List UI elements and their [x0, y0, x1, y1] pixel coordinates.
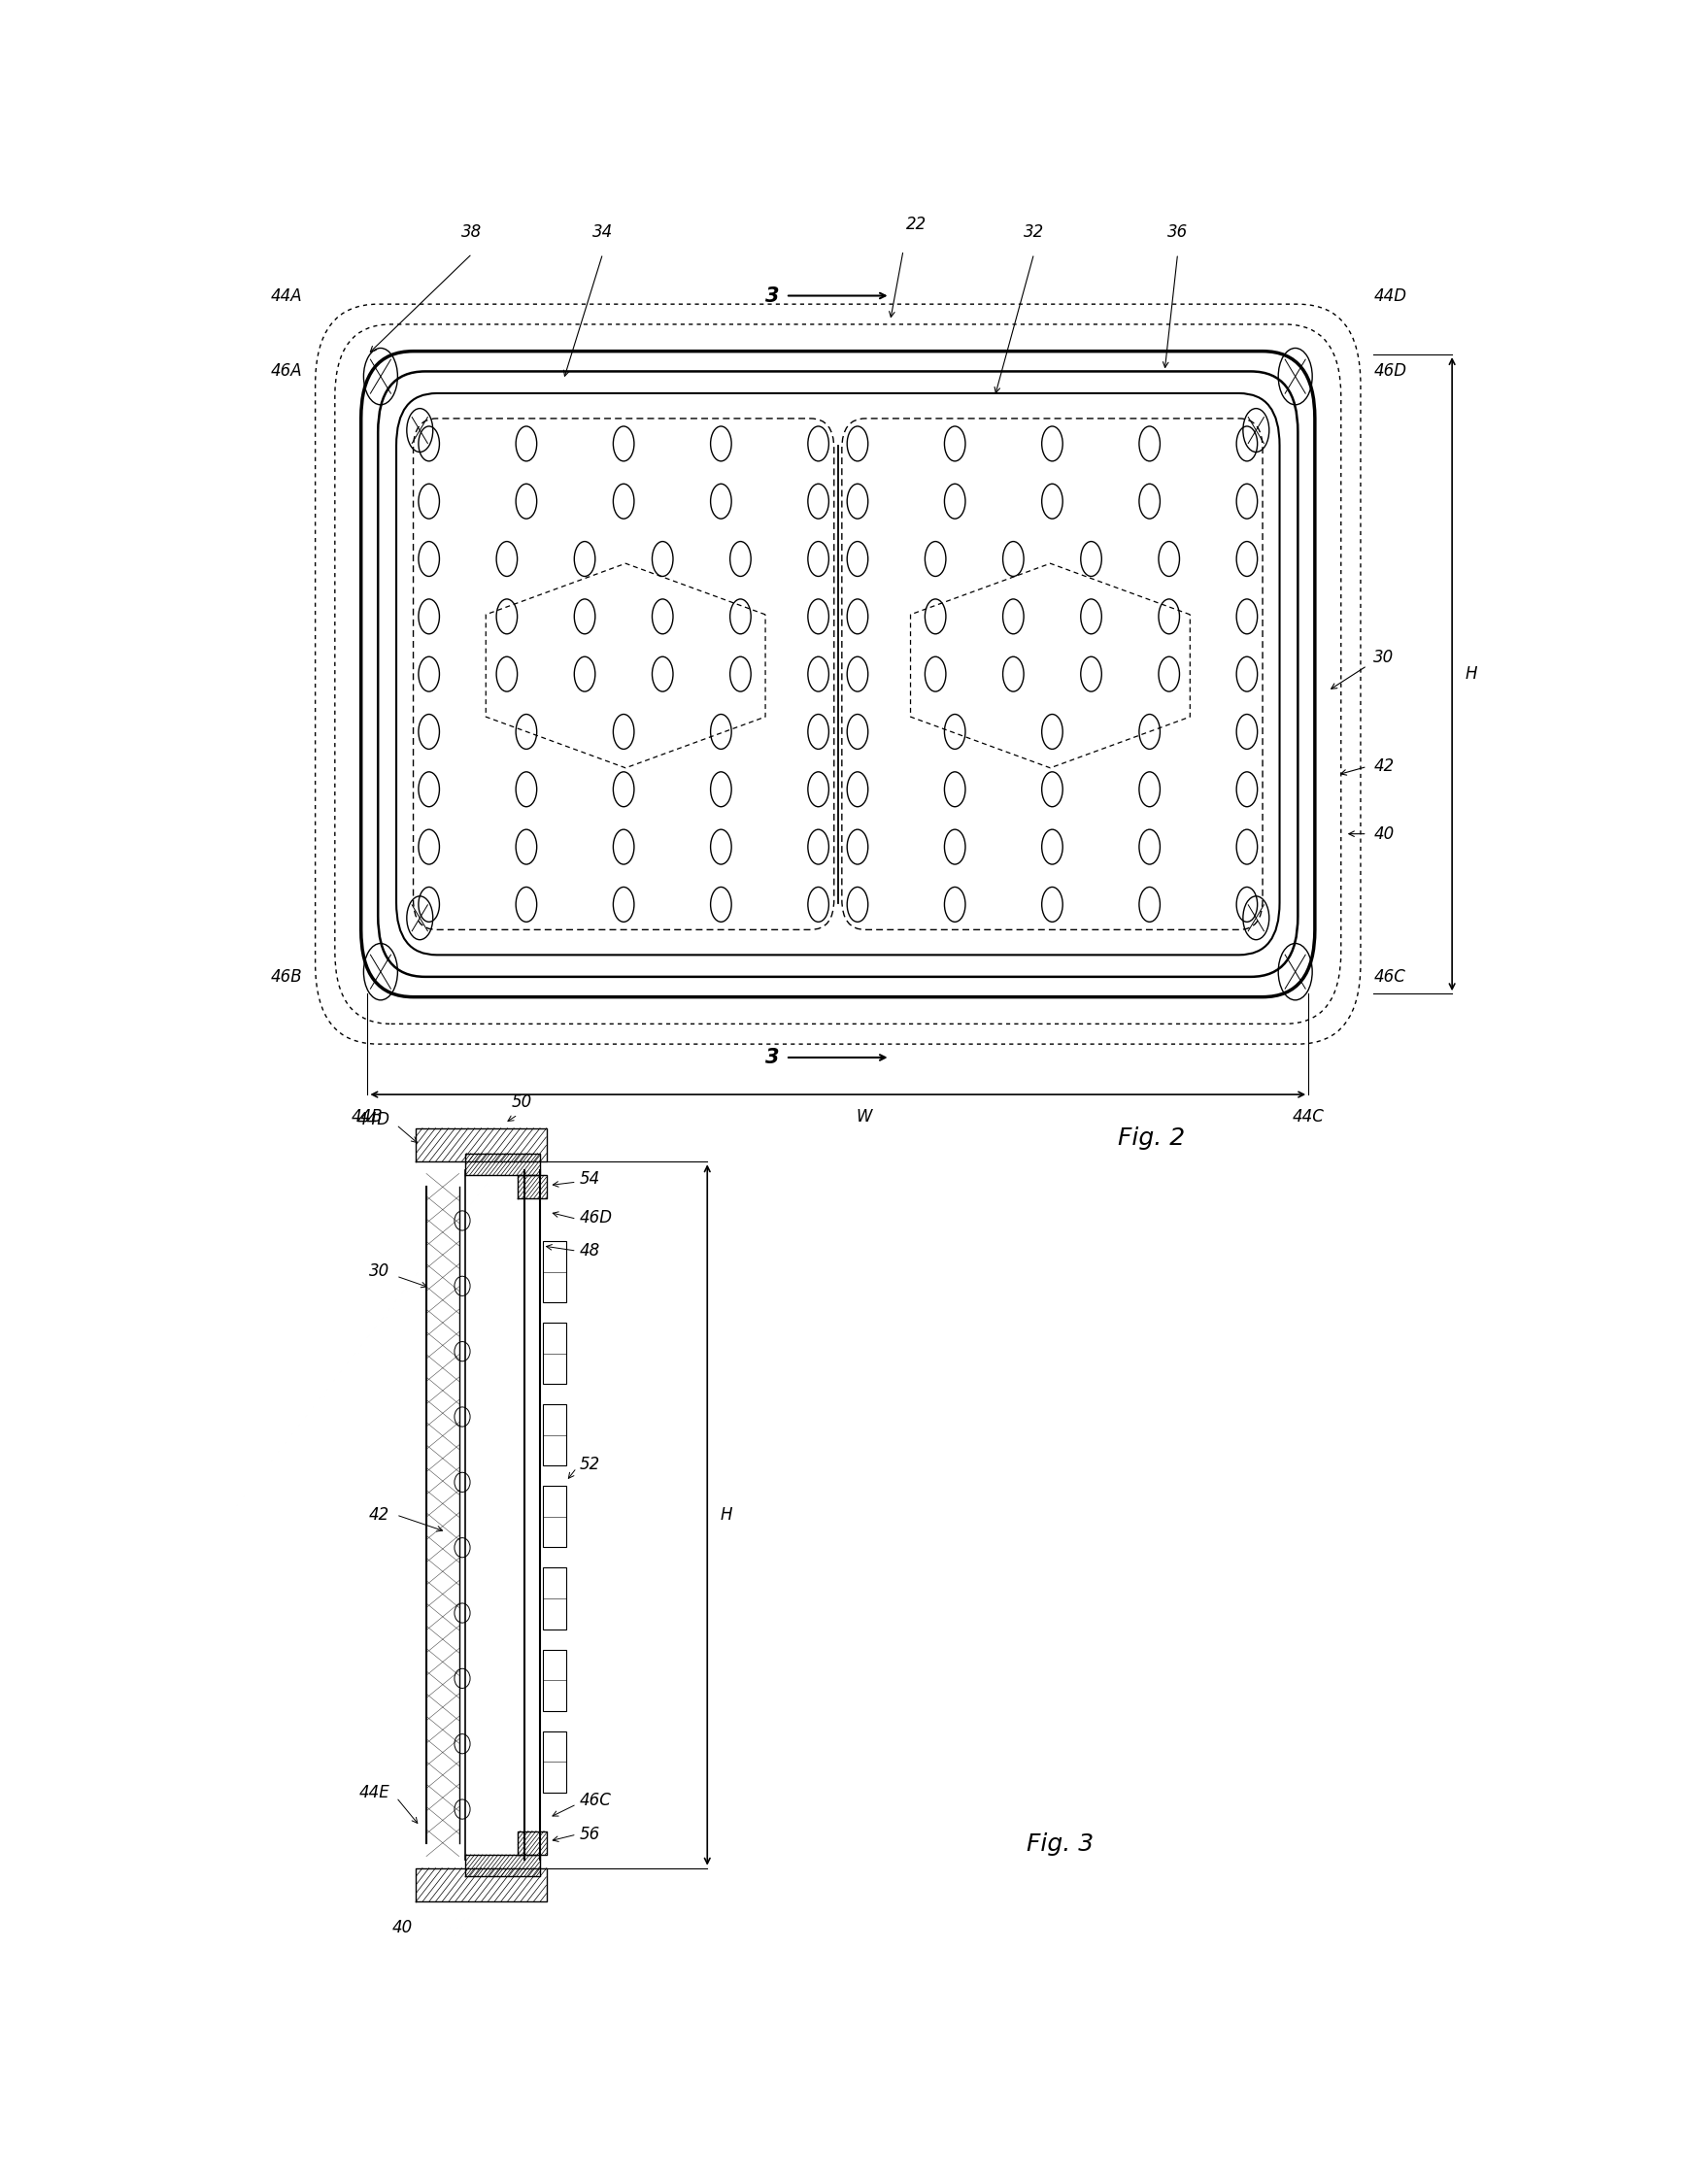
- Text: 54: 54: [580, 1171, 600, 1188]
- Text: Fig. 3: Fig. 3: [1027, 1832, 1094, 1856]
- Text: 44D: 44D: [357, 1112, 389, 1129]
- Text: 48: 48: [580, 1243, 600, 1260]
- Text: W: W: [856, 1107, 872, 1125]
- Text: 40: 40: [393, 1918, 413, 1935]
- Text: 44D: 44D: [1374, 286, 1406, 304]
- Text: 42: 42: [369, 1507, 389, 1524]
- Text: 46C: 46C: [580, 1793, 610, 1811]
- Bar: [543, 1732, 566, 1793]
- Text: 46D: 46D: [580, 1208, 612, 1225]
- Bar: [543, 1241, 566, 1302]
- Text: 44E: 44E: [359, 1784, 389, 1802]
- Text: H: H: [1465, 666, 1477, 684]
- Bar: [543, 1324, 566, 1385]
- Text: 56: 56: [580, 1826, 600, 1843]
- Text: 44C: 44C: [1293, 1107, 1324, 1125]
- Text: 3: 3: [765, 286, 779, 306]
- Text: 52: 52: [580, 1457, 600, 1474]
- Text: 46D: 46D: [1374, 363, 1406, 380]
- Bar: [543, 1485, 566, 1546]
- Text: 40: 40: [1374, 826, 1394, 843]
- Text: 38: 38: [462, 223, 482, 240]
- Text: 30: 30: [369, 1262, 389, 1280]
- Text: H: H: [720, 1507, 732, 1524]
- Text: 3: 3: [765, 1048, 779, 1068]
- Text: 46C: 46C: [1374, 968, 1406, 985]
- Text: 44A: 44A: [270, 286, 302, 304]
- Text: 46B: 46B: [270, 968, 302, 985]
- Text: 32: 32: [1023, 223, 1044, 240]
- Text: 42: 42: [1374, 758, 1394, 775]
- Text: Fig. 2: Fig. 2: [1118, 1127, 1185, 1149]
- Bar: [543, 1568, 566, 1629]
- Text: 44B: 44B: [352, 1107, 383, 1125]
- Text: 22: 22: [905, 216, 927, 234]
- Text: 34: 34: [592, 223, 614, 240]
- Bar: [543, 1649, 566, 1710]
- Text: 30: 30: [1374, 649, 1394, 666]
- Text: 46A: 46A: [270, 363, 302, 380]
- Bar: [543, 1404, 566, 1465]
- Text: 36: 36: [1167, 223, 1189, 240]
- Text: 50: 50: [511, 1094, 531, 1112]
